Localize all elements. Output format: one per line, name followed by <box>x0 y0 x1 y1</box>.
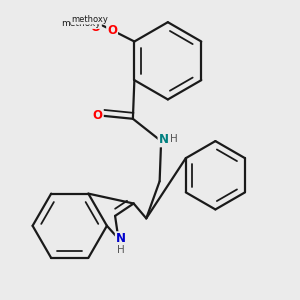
Text: N: N <box>116 232 126 245</box>
Text: O: O <box>91 21 101 34</box>
Text: N: N <box>158 134 169 146</box>
Text: H: H <box>117 245 125 255</box>
Text: methoxy: methoxy <box>61 19 101 28</box>
Text: O: O <box>107 24 117 37</box>
Text: methoxy: methoxy <box>71 15 108 24</box>
Text: O: O <box>93 109 103 122</box>
Text: H: H <box>170 134 178 144</box>
